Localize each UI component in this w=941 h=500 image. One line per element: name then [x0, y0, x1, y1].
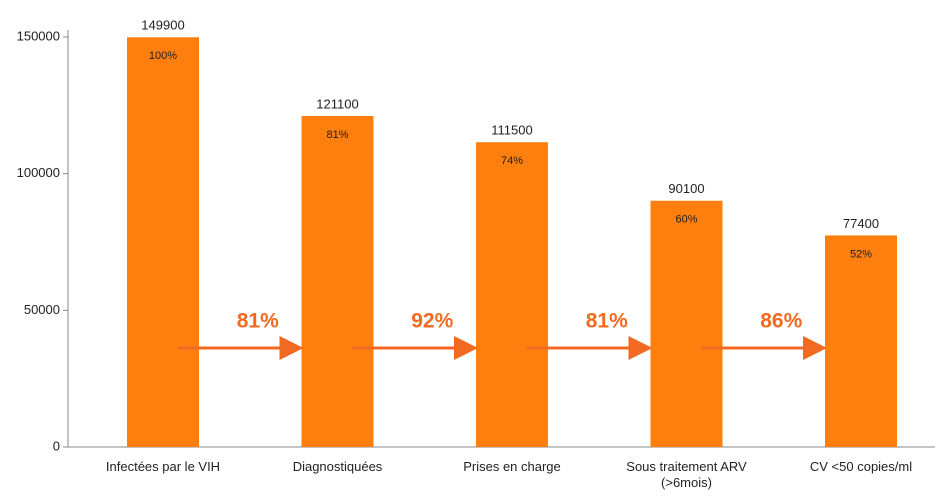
inner-label: 74%	[501, 155, 523, 167]
bar	[301, 115, 374, 447]
y-tick-label: 0	[53, 438, 60, 453]
inner-label: 100%	[149, 50, 177, 62]
bar	[476, 142, 548, 447]
bar	[127, 37, 199, 447]
inner-label: 81%	[326, 129, 348, 141]
x-tick-label: Prises en charge	[463, 459, 561, 474]
value-label: 77400	[843, 216, 879, 231]
value-label: 90100	[668, 181, 704, 196]
x-tick-label: Diagnostiquées	[292, 459, 383, 474]
transition-label: 81%	[586, 310, 628, 333]
value-label: 111500	[491, 123, 532, 138]
transition-label: 92%	[411, 310, 453, 333]
inner-label: 60%	[675, 214, 697, 226]
x-tick-label: CV <50 copies/ml	[809, 459, 913, 474]
transition-label: 86%	[760, 310, 802, 333]
value-label: 121100	[316, 96, 358, 111]
y-tick-label: 100000	[17, 165, 60, 180]
y-tick-label: 50000	[24, 302, 60, 317]
bar	[825, 235, 897, 447]
x-tick-label: Sous traitement ARV (>6mois)	[626, 459, 747, 490]
y-tick-label: 150000	[17, 28, 60, 43]
x-tick-label: Infectées par le VIH	[105, 459, 221, 474]
bar	[650, 200, 723, 447]
transition-label: 81%	[237, 310, 279, 333]
value-label: 149900	[141, 18, 184, 33]
inner-label: 52%	[850, 248, 872, 260]
